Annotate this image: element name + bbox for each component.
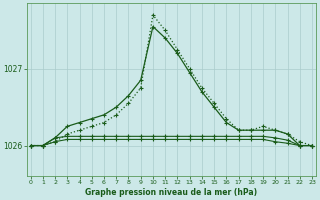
X-axis label: Graphe pression niveau de la mer (hPa): Graphe pression niveau de la mer (hPa) <box>85 188 257 197</box>
